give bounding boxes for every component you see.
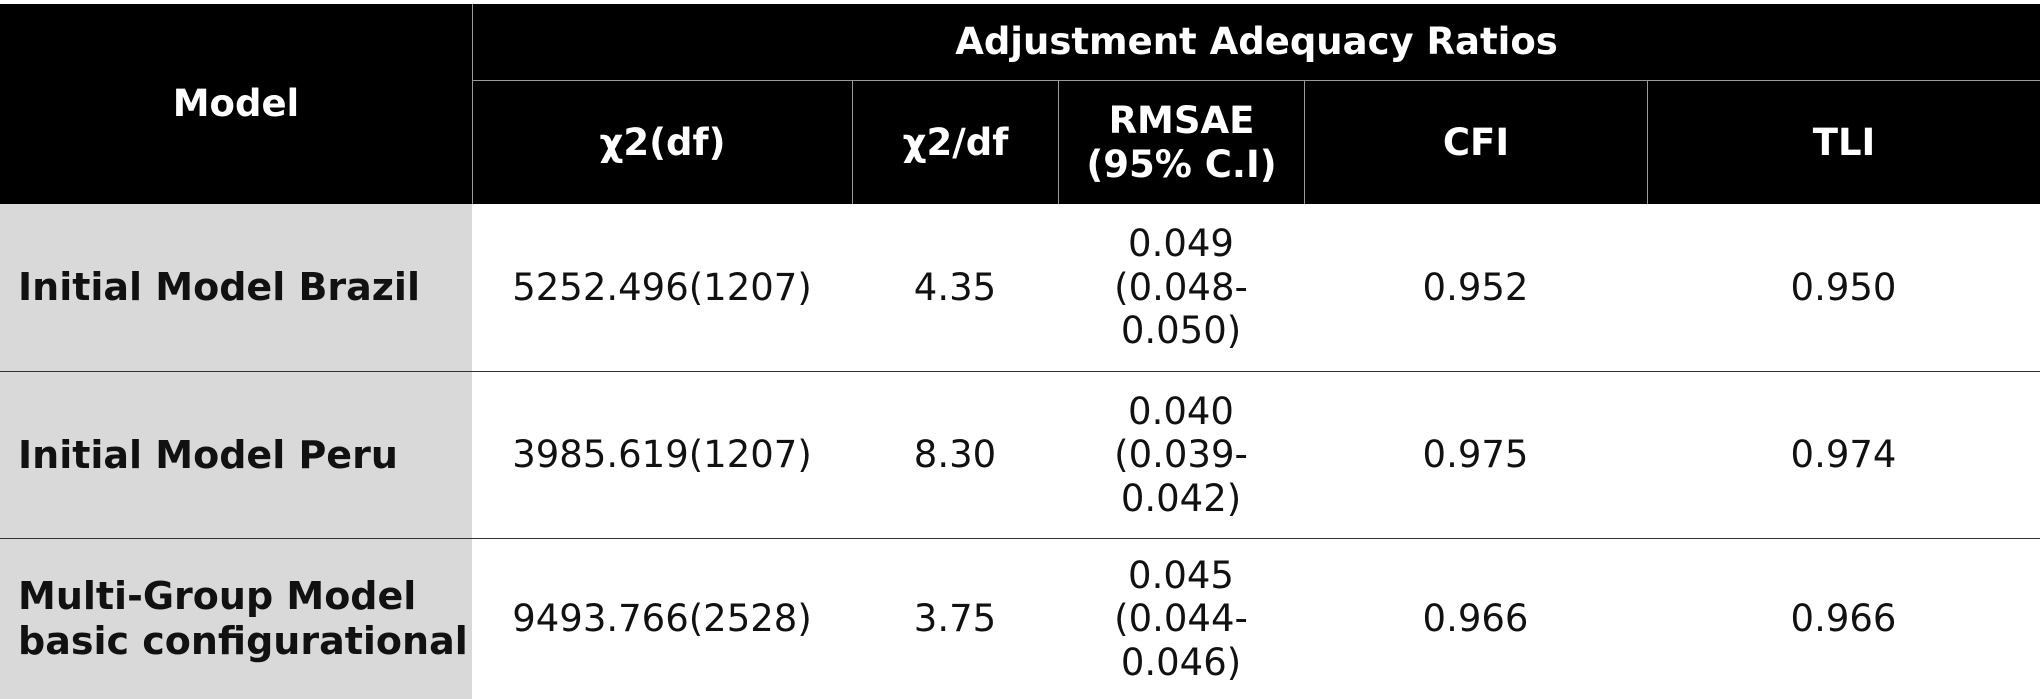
- col-header-tli: TLI: [1647, 80, 2040, 204]
- group-header-text: Adjustment Adequacy Ratios: [955, 20, 1558, 64]
- table-cell-chi2-over-df: 3.75: [852, 538, 1058, 699]
- col-header-text: χ2(df): [599, 120, 726, 164]
- table-cell-rmsae: 0.040 (0.039- 0.042): [1058, 371, 1304, 538]
- table-cell-cfi: 0.966: [1304, 538, 1647, 699]
- table-cell-tli: 0.974: [1647, 371, 2040, 538]
- cell-text: 0.045 (0.044- 0.046): [1114, 553, 1248, 684]
- table-cell-tli: 0.966: [1647, 538, 2040, 699]
- model-column-header: Model: [0, 4, 472, 204]
- table-cell-rmsae: 0.049 (0.048- 0.050): [1058, 204, 1304, 371]
- table-cell-chi2-df: 3985.619(1207): [472, 371, 852, 538]
- cell-text: 0.049 (0.048- 0.050): [1114, 222, 1248, 353]
- table-cell-chi2-over-df: 4.35: [852, 204, 1058, 371]
- row-label-initial-model-brazil: Initial Model Brazil: [0, 204, 472, 371]
- cell-text: 0.950: [1790, 265, 1897, 309]
- cell-text: 0.975: [1422, 433, 1529, 477]
- cell-text: 8.30: [913, 433, 997, 477]
- table-cell-cfi: 0.952: [1304, 204, 1647, 371]
- cell-text: 4.35: [913, 265, 997, 309]
- table-cell-chi2-df: 9493.766(2528): [472, 538, 852, 699]
- col-header-text: χ2/df: [902, 120, 1009, 164]
- col-header-chi2-over-df: χ2/df: [852, 80, 1058, 204]
- col-header-text: RMSAE (95% C.I): [1086, 98, 1277, 186]
- cell-text: 0.040 (0.039- 0.042): [1114, 389, 1248, 520]
- row-label-initial-model-peru: Initial Model Peru: [0, 371, 472, 538]
- row-label-text: Initial Model Brazil: [18, 265, 420, 310]
- cell-text: 9493.766(2528): [512, 597, 812, 641]
- adjustment-adequacy-group-header: Adjustment Adequacy Ratios: [472, 4, 2040, 80]
- row-label-text: Initial Model Peru: [18, 432, 398, 477]
- cell-text: 3985.619(1207): [512, 433, 812, 477]
- row-label-multi-group-model: Multi-Group Model basic configurational: [0, 538, 472, 699]
- cell-text: 5252.496(1207): [512, 265, 812, 309]
- table-cell-chi2-df: 5252.496(1207): [472, 204, 852, 371]
- col-header-chi2-df: χ2(df): [472, 80, 852, 204]
- col-header-cfi: CFI: [1304, 80, 1647, 204]
- col-header-rmsae: RMSAE (95% C.I): [1058, 80, 1304, 204]
- cell-text: 3.75: [913, 597, 997, 641]
- table-cell-chi2-over-df: 8.30: [852, 371, 1058, 538]
- table-cell-tli: 0.950: [1647, 204, 2040, 371]
- fit-indices-table: Model Adjustment Adequacy Ratios χ2(df) …: [0, 4, 2040, 699]
- cell-text: 0.966: [1422, 597, 1529, 641]
- col-header-text: TLI: [1812, 120, 1876, 164]
- model-header-text: Model: [172, 82, 300, 126]
- cell-text: 0.974: [1790, 433, 1897, 477]
- table-cell-rmsae: 0.045 (0.044- 0.046): [1058, 538, 1304, 699]
- table-cell-cfi: 0.975: [1304, 371, 1647, 538]
- row-label-text: Multi-Group Model basic configurational: [18, 574, 468, 663]
- cell-text: 0.952: [1422, 265, 1529, 309]
- cell-text: 0.966: [1790, 597, 1897, 641]
- col-header-text: CFI: [1442, 120, 1510, 164]
